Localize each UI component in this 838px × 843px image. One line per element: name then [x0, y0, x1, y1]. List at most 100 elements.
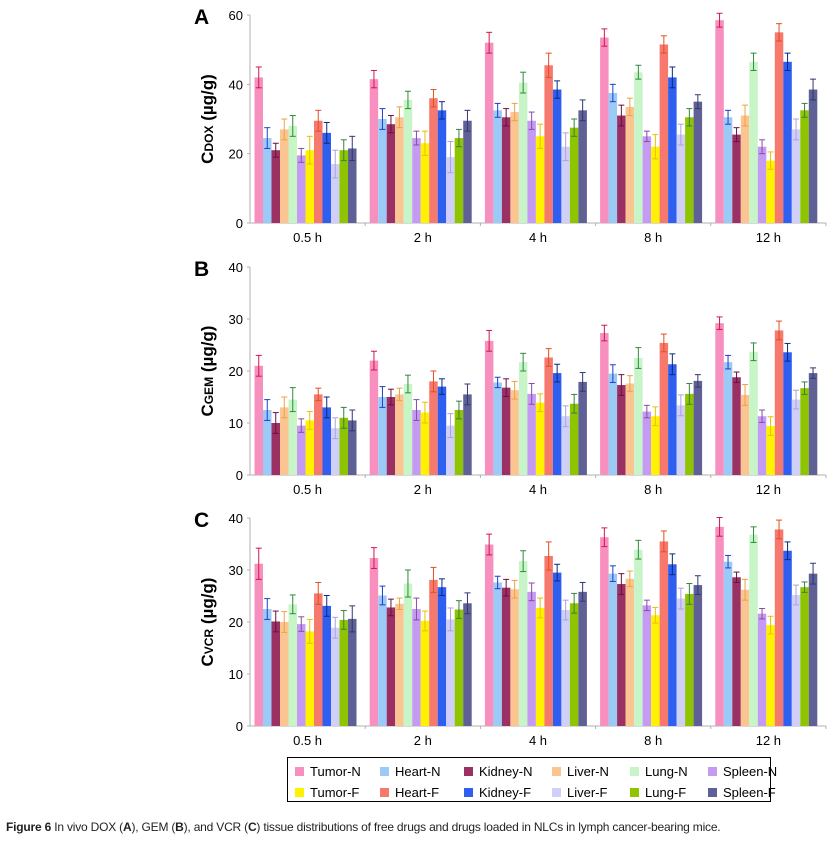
legend-item-tumor-f: Tumor-F [295, 782, 380, 803]
legend-swatch [464, 767, 473, 776]
y-axis-label-main: C [198, 404, 217, 416]
x-tick-label: 4 h [529, 482, 547, 497]
bar-spleen-f [808, 573, 818, 726]
bar-kidney-f [552, 89, 562, 224]
bar-spleen-f [578, 381, 587, 475]
legend-swatch [295, 767, 304, 776]
bar-spleen-f [463, 603, 472, 726]
legend-swatch [295, 788, 304, 797]
bar-tumor-n [484, 42, 494, 223]
legend-item-heart-f: Heart-F [380, 782, 464, 803]
x-tick-label: 12 h [756, 230, 781, 245]
bar-spleen-n [642, 136, 652, 223]
bar-liver-f [561, 416, 570, 475]
bar-tumor-f [420, 412, 430, 475]
bar-kidney-f [783, 61, 792, 223]
bar-spleen-f [693, 380, 703, 475]
panel-letter: A [194, 6, 209, 29]
bar-lung-n [288, 399, 297, 475]
y-axis-label-sub: DOX [202, 126, 216, 152]
bar-tumor-f [305, 631, 314, 726]
bar-heart-n [493, 110, 502, 223]
bar-tumor-f [305, 420, 314, 475]
bar-lung-n [749, 61, 758, 223]
bar-spleen-n [412, 138, 421, 223]
y-tick-label: 40 [229, 77, 243, 92]
bar-tumor-f [766, 426, 775, 475]
bar-tumor-n [254, 77, 263, 224]
bar-tumor-f [651, 615, 660, 726]
bar-lung-n [403, 384, 413, 475]
bar-heart-n [608, 573, 618, 726]
bar-tumor-f [651, 146, 660, 223]
bar-lung-f [339, 150, 348, 223]
bar-heart-f [314, 593, 323, 726]
bar-spleen-n [297, 624, 306, 726]
legend-label: Tumor-F [310, 785, 360, 800]
bar-liver-f [331, 428, 340, 475]
bar-liver-f [561, 610, 570, 726]
panel-letter: C [194, 509, 209, 532]
bar-spleen-n [297, 155, 306, 223]
bar-heart-n [493, 582, 502, 726]
legend-label: Tumor-N [310, 764, 361, 779]
x-tick-label: 2 h [414, 733, 432, 748]
bar-liver-f [446, 425, 455, 475]
bar-kidney-f [668, 77, 677, 224]
bar-lung-n [749, 351, 758, 475]
bar-kidney-n [386, 397, 396, 475]
caption-text-1: In vivo DOX ( [51, 820, 123, 834]
bar-lung-n [403, 583, 413, 726]
legend-item-tumor-n: Tumor-N [295, 761, 380, 782]
bar-kidney-n [732, 134, 741, 223]
bar-heart-f [659, 541, 669, 726]
bar-kidney-n [617, 584, 626, 726]
y-axis-label-unit: (µg/g) [198, 326, 217, 377]
bar-spleen-n [642, 605, 652, 726]
bar-heart-n [608, 93, 618, 223]
bar-heart-n [723, 561, 733, 726]
bar-tumor-n [600, 333, 609, 475]
bar-kidney-n [501, 587, 511, 726]
chart-panel-b: B CGEM (µg/g) 0 10 20 30 40 0.5 h 2 h 4 h 8 h 12 h [194, 258, 827, 497]
bar-tumor-f [420, 143, 430, 223]
x-tick-label: 8 h [644, 733, 662, 748]
bar-spleen-n [297, 425, 306, 475]
bar-liver-n [740, 394, 750, 475]
bar-spleen-f [578, 591, 587, 726]
legend-grid: Tumor-N Heart-N Kidney-N Liver-N Lung-N Splee… [288, 758, 777, 803]
x-tick-label: 0.5 h [293, 482, 322, 497]
bar-heart-n [263, 609, 272, 726]
bar-kidney-f [437, 386, 447, 475]
chart-panel-a: A CDOX (µg/g) 0 20 40 60 0.5 h 2 h 4 h 8 h 12 h [194, 6, 827, 245]
bar-liver-n [510, 390, 519, 475]
figure-caption: Figure 6 In vivo DOX (A), GEM (B), and V… [6, 820, 721, 834]
bar-spleen-f [348, 420, 357, 475]
bar-heart-n [723, 117, 733, 223]
panel-letter: B [194, 258, 209, 281]
caption-panel-a: A [122, 820, 132, 834]
legend-item-spleen-f: Spleen-F [708, 782, 779, 803]
bar-lung-n [518, 362, 528, 475]
bar-tumor-f [305, 150, 314, 223]
bar-liver-f [676, 405, 686, 475]
legend-label: Liver-N [567, 764, 609, 779]
bar-spleen-f [808, 89, 818, 224]
bar-lung-f [569, 603, 579, 726]
legend-item-liver-f: Liver-F [552, 782, 630, 803]
bar-liver-n [625, 383, 635, 475]
bar-heart-n [263, 410, 272, 475]
x-tick-label: 8 h [644, 482, 662, 497]
bar-kidney-f [437, 110, 447, 223]
legend-swatch [464, 788, 473, 797]
x-tick-label: 4 h [529, 230, 547, 245]
bar-liver-n [510, 589, 519, 726]
y-tick-label: 20 [229, 364, 243, 379]
y-axis-label-main: C [198, 654, 217, 666]
legend-item-spleen-n: Spleen-N [708, 761, 779, 782]
bar-spleen-n [757, 416, 767, 475]
bar-heart-n [263, 138, 272, 223]
bar-heart-f [544, 357, 553, 475]
bar-tumor-n [369, 558, 379, 726]
bar-lung-f [800, 388, 809, 475]
